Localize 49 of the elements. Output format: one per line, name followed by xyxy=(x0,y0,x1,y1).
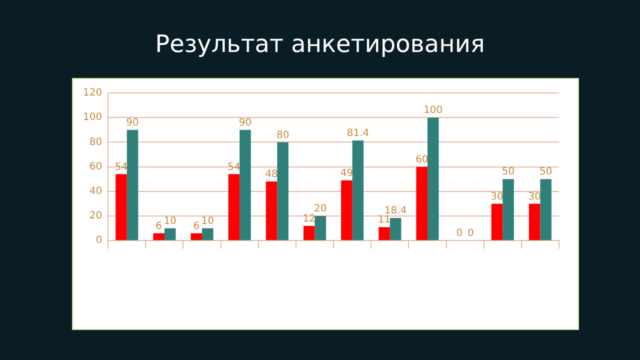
data-label: 0 xyxy=(456,228,463,240)
y-tick-label: 0 xyxy=(96,235,102,246)
bar xyxy=(502,179,514,240)
bar xyxy=(540,179,552,240)
bar xyxy=(277,142,288,240)
chart-title: Результат анкетирования xyxy=(154,30,486,58)
y-tick-label: 100 xyxy=(82,112,102,124)
bar xyxy=(190,233,202,240)
data-label: 6 xyxy=(193,220,200,232)
bar xyxy=(352,140,364,240)
data-label: 10 xyxy=(164,216,176,227)
bar xyxy=(266,182,278,240)
data-label: 60 xyxy=(415,154,428,166)
bar xyxy=(153,233,164,240)
y-tick-label: 60 xyxy=(89,161,102,172)
bar xyxy=(314,216,326,240)
data-label: 100 xyxy=(424,105,443,116)
data-label: 49 xyxy=(340,168,354,179)
bar xyxy=(303,226,315,240)
bar xyxy=(164,228,176,240)
bar xyxy=(202,228,214,240)
bar xyxy=(390,218,402,240)
bar xyxy=(528,204,540,240)
bar xyxy=(341,180,352,240)
bar xyxy=(416,166,428,240)
data-label: 80 xyxy=(276,130,290,141)
y-tick-label: 20 xyxy=(89,210,102,222)
data-label: 81.4 xyxy=(346,128,370,140)
bar xyxy=(126,130,138,240)
y-tick-label: 120 xyxy=(82,88,102,99)
data-label: 12 xyxy=(302,213,316,224)
y-tick-label: 80 xyxy=(89,136,102,148)
bar xyxy=(116,174,127,240)
data-label: 20 xyxy=(314,204,327,215)
bar xyxy=(240,130,251,240)
y-tick-label: 40 xyxy=(89,186,102,197)
data-label: 50 xyxy=(539,166,552,178)
data-label: 54 xyxy=(114,162,128,173)
data-label: 6 xyxy=(156,220,162,232)
data-label: 11 xyxy=(378,214,391,226)
data-label: 0 xyxy=(468,228,474,240)
bar xyxy=(228,174,240,240)
data-label: 90 xyxy=(126,117,139,128)
data-label: 50 xyxy=(502,166,515,178)
data-label: 90 xyxy=(238,117,252,128)
bar xyxy=(427,118,439,240)
data-label: 10 xyxy=(201,216,214,227)
bar xyxy=(378,227,390,240)
bar xyxy=(491,204,503,240)
